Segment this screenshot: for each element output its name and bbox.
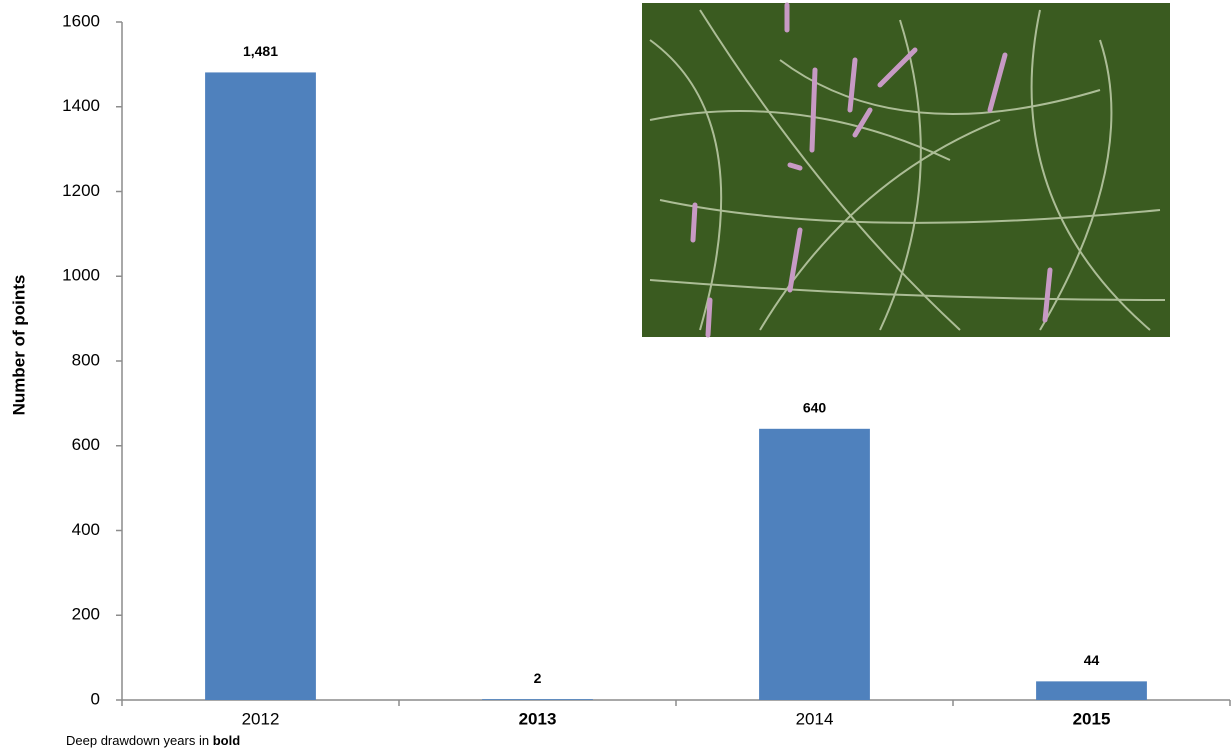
y-axis-label: Number of points <box>9 275 28 416</box>
value-label: 1,481 <box>243 43 278 59</box>
bar <box>759 428 870 700</box>
y-tick-label: 1400 <box>62 96 100 115</box>
x-tick-label: 2014 <box>796 709 834 728</box>
x-tick-label: 2013 <box>519 709 557 728</box>
footnote: Deep drawdown years in bold <box>66 733 240 748</box>
y-tick-label: 1200 <box>62 181 100 200</box>
x-tick-label: 2015 <box>1073 709 1111 728</box>
y-tick-label: 1600 <box>62 11 100 30</box>
y-tick-label: 400 <box>72 520 100 539</box>
value-label: 2 <box>534 670 542 686</box>
bar <box>1036 681 1147 700</box>
inset-photo <box>642 2 1170 338</box>
y-tick-label: 1000 <box>62 266 100 285</box>
y-tick-label: 0 <box>91 689 100 708</box>
value-label: 44 <box>1084 652 1100 668</box>
y-tick-label: 800 <box>72 350 100 369</box>
bar <box>205 72 316 700</box>
x-tick-label: 2012 <box>242 709 280 728</box>
y-tick-label: 600 <box>72 435 100 454</box>
y-tick-label: 200 <box>72 605 100 624</box>
value-label: 640 <box>803 400 827 416</box>
bar <box>482 699 593 700</box>
footnote-text: Deep drawdown years in <box>66 733 209 748</box>
footnote-bold: bold <box>213 733 240 748</box>
